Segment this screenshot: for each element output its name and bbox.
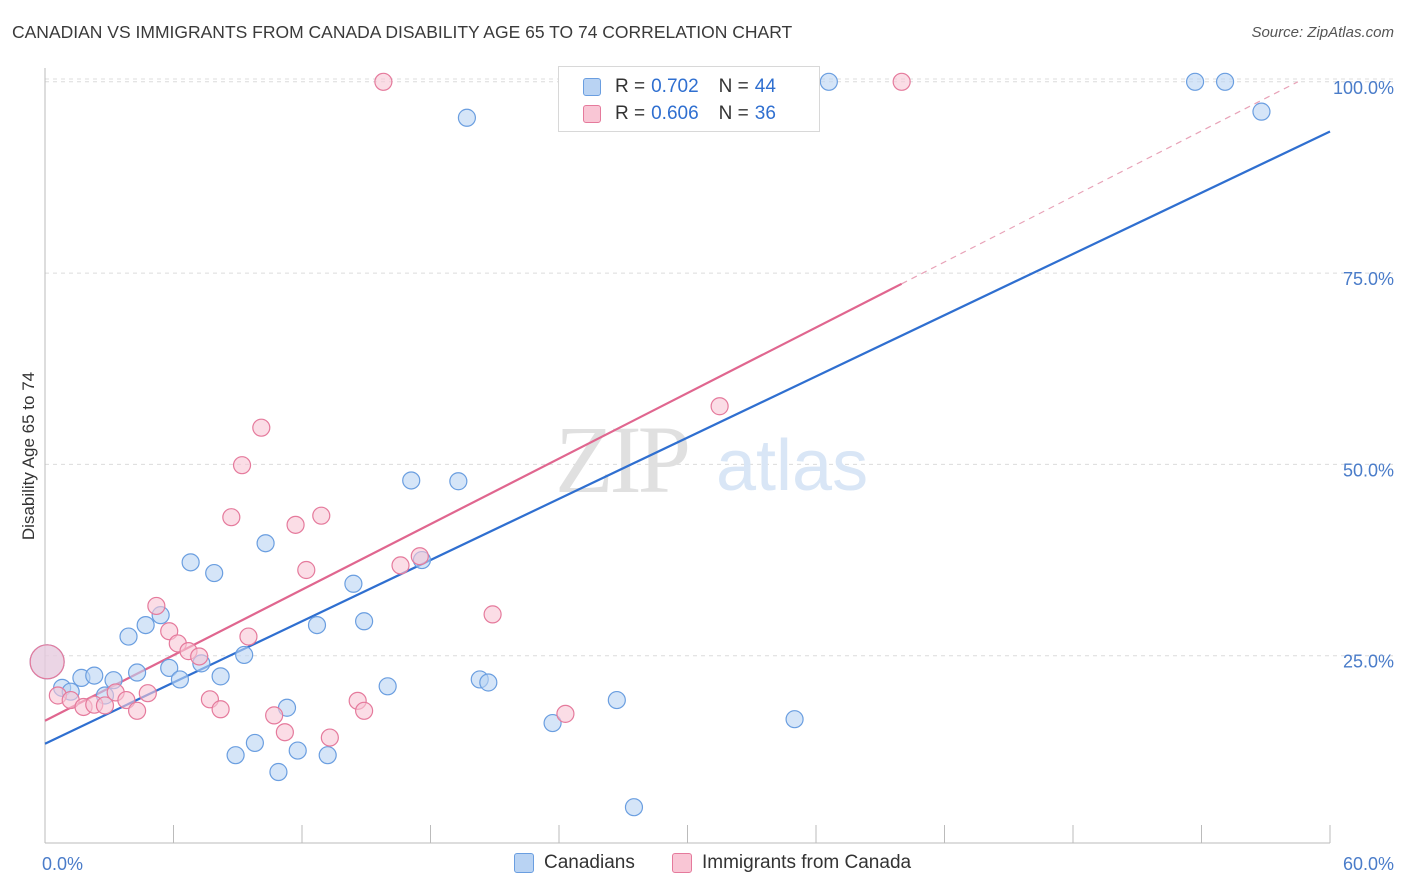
data-point	[117, 690, 136, 710]
series-legend-immigrants[interactable]: Immigrants from Canada	[672, 852, 911, 874]
data-point	[483, 605, 502, 624]
data-point	[320, 728, 339, 747]
legend-n-label: N =	[718, 76, 749, 97]
series-immigrants	[29, 72, 911, 747]
data-point	[374, 72, 393, 91]
y-axis-title: Disability Age 65 to 74	[19, 372, 38, 540]
data-point	[819, 72, 838, 91]
trend-extension-immigrants	[901, 81, 1299, 285]
source-credit: Source: ZipAtlas.com	[1251, 24, 1394, 41]
data-point	[138, 684, 157, 703]
data-point	[1252, 102, 1271, 121]
data-point	[127, 701, 147, 720]
data-point	[286, 515, 305, 534]
data-point	[556, 704, 575, 723]
data-point	[355, 612, 374, 631]
trend-line-canadians	[44, 130, 1331, 745]
data-point	[355, 701, 374, 720]
data-point	[344, 574, 363, 593]
data-point	[785, 710, 804, 729]
watermark-zip: ZIP	[555, 406, 688, 513]
data-point	[312, 506, 331, 525]
data-point	[402, 471, 421, 490]
legend-swatch-canadians	[583, 78, 601, 96]
watermark: ZIP atlas	[555, 406, 868, 513]
series-legend-label: Canadians	[544, 852, 635, 873]
legend-row-immigrants: R = 0.606 N = 36	[583, 100, 776, 128]
data-point	[391, 556, 410, 575]
x-tick-label-max: 60.0%	[1343, 854, 1394, 874]
data-point	[235, 645, 254, 665]
y-tick-label: 50.0%	[1343, 460, 1394, 480]
data-point	[892, 72, 911, 91]
data-point	[457, 108, 477, 127]
data-point	[232, 456, 252, 475]
data-point	[245, 733, 264, 753]
data-point	[160, 658, 179, 678]
data-point	[256, 534, 275, 553]
legend-r-value: 0.702	[651, 76, 699, 97]
data-point	[297, 560, 316, 580]
data-point	[449, 472, 468, 491]
data-points	[29, 72, 1271, 817]
data-point	[265, 706, 284, 725]
data-point	[205, 563, 224, 583]
series-legend: Canadians Immigrants from Canada	[0, 852, 1406, 878]
data-point	[147, 596, 166, 616]
data-point	[1215, 72, 1235, 91]
y-tick-label: 100.0%	[1333, 78, 1394, 98]
data-point	[288, 741, 307, 760]
data-point	[543, 713, 562, 733]
data-point	[190, 647, 209, 666]
x-tick-label-min: 0.0%	[42, 854, 83, 874]
data-point	[607, 690, 626, 710]
data-point	[378, 677, 397, 696]
series-legend-canadians[interactable]: Canadians	[514, 852, 635, 874]
data-point	[211, 667, 230, 686]
legend-row-canadians: R = 0.702 N = 44	[583, 73, 776, 101]
data-point	[1185, 72, 1205, 91]
data-point	[710, 397, 729, 416]
data-point	[136, 615, 155, 635]
data-point	[170, 670, 190, 689]
legend-n-value: 36	[754, 103, 776, 124]
data-point	[181, 553, 200, 572]
legend-n-value: 44	[754, 76, 776, 97]
data-point	[119, 627, 138, 646]
data-point	[85, 666, 104, 685]
axes	[44, 68, 1331, 844]
series-legend-label: Immigrants from Canada	[702, 852, 912, 873]
watermark-atlas: atlas	[716, 426, 868, 506]
grid-lines	[45, 78, 1394, 657]
data-point	[127, 663, 147, 682]
data-point	[307, 615, 327, 635]
data-point	[269, 762, 288, 782]
data-point	[29, 644, 65, 680]
data-point	[479, 673, 498, 692]
data-point	[410, 547, 429, 566]
correlation-legend: R = 0.702 N = 44 R = 0.606 N = 36	[558, 66, 820, 132]
data-point	[239, 627, 258, 646]
tick-labels: 25.0% 50.0% 75.0% 100.0% 0.0% 60.0%	[42, 78, 1394, 874]
trend-lines	[44, 81, 1331, 745]
data-point	[211, 700, 230, 719]
legend-r-value: 0.606	[651, 103, 699, 124]
legend-n-label: N =	[718, 103, 749, 124]
chart-title: CANADIAN VS IMMIGRANTS FROM CANADA DISAB…	[12, 22, 793, 42]
data-point	[275, 723, 294, 742]
y-tick-label: 25.0%	[1343, 652, 1394, 672]
data-point	[95, 696, 115, 715]
series-swatch-canadians	[514, 853, 534, 873]
legend-r-label: R =	[615, 76, 646, 97]
data-point	[318, 746, 337, 765]
data-point	[624, 798, 644, 817]
legend-r-label: R =	[615, 103, 646, 124]
data-point	[252, 418, 271, 437]
data-point	[226, 746, 245, 765]
y-tick-label: 75.0%	[1343, 269, 1394, 289]
data-point	[222, 508, 241, 527]
legend-swatch-immigrants	[583, 105, 601, 123]
series-swatch-immigrants	[672, 853, 692, 873]
